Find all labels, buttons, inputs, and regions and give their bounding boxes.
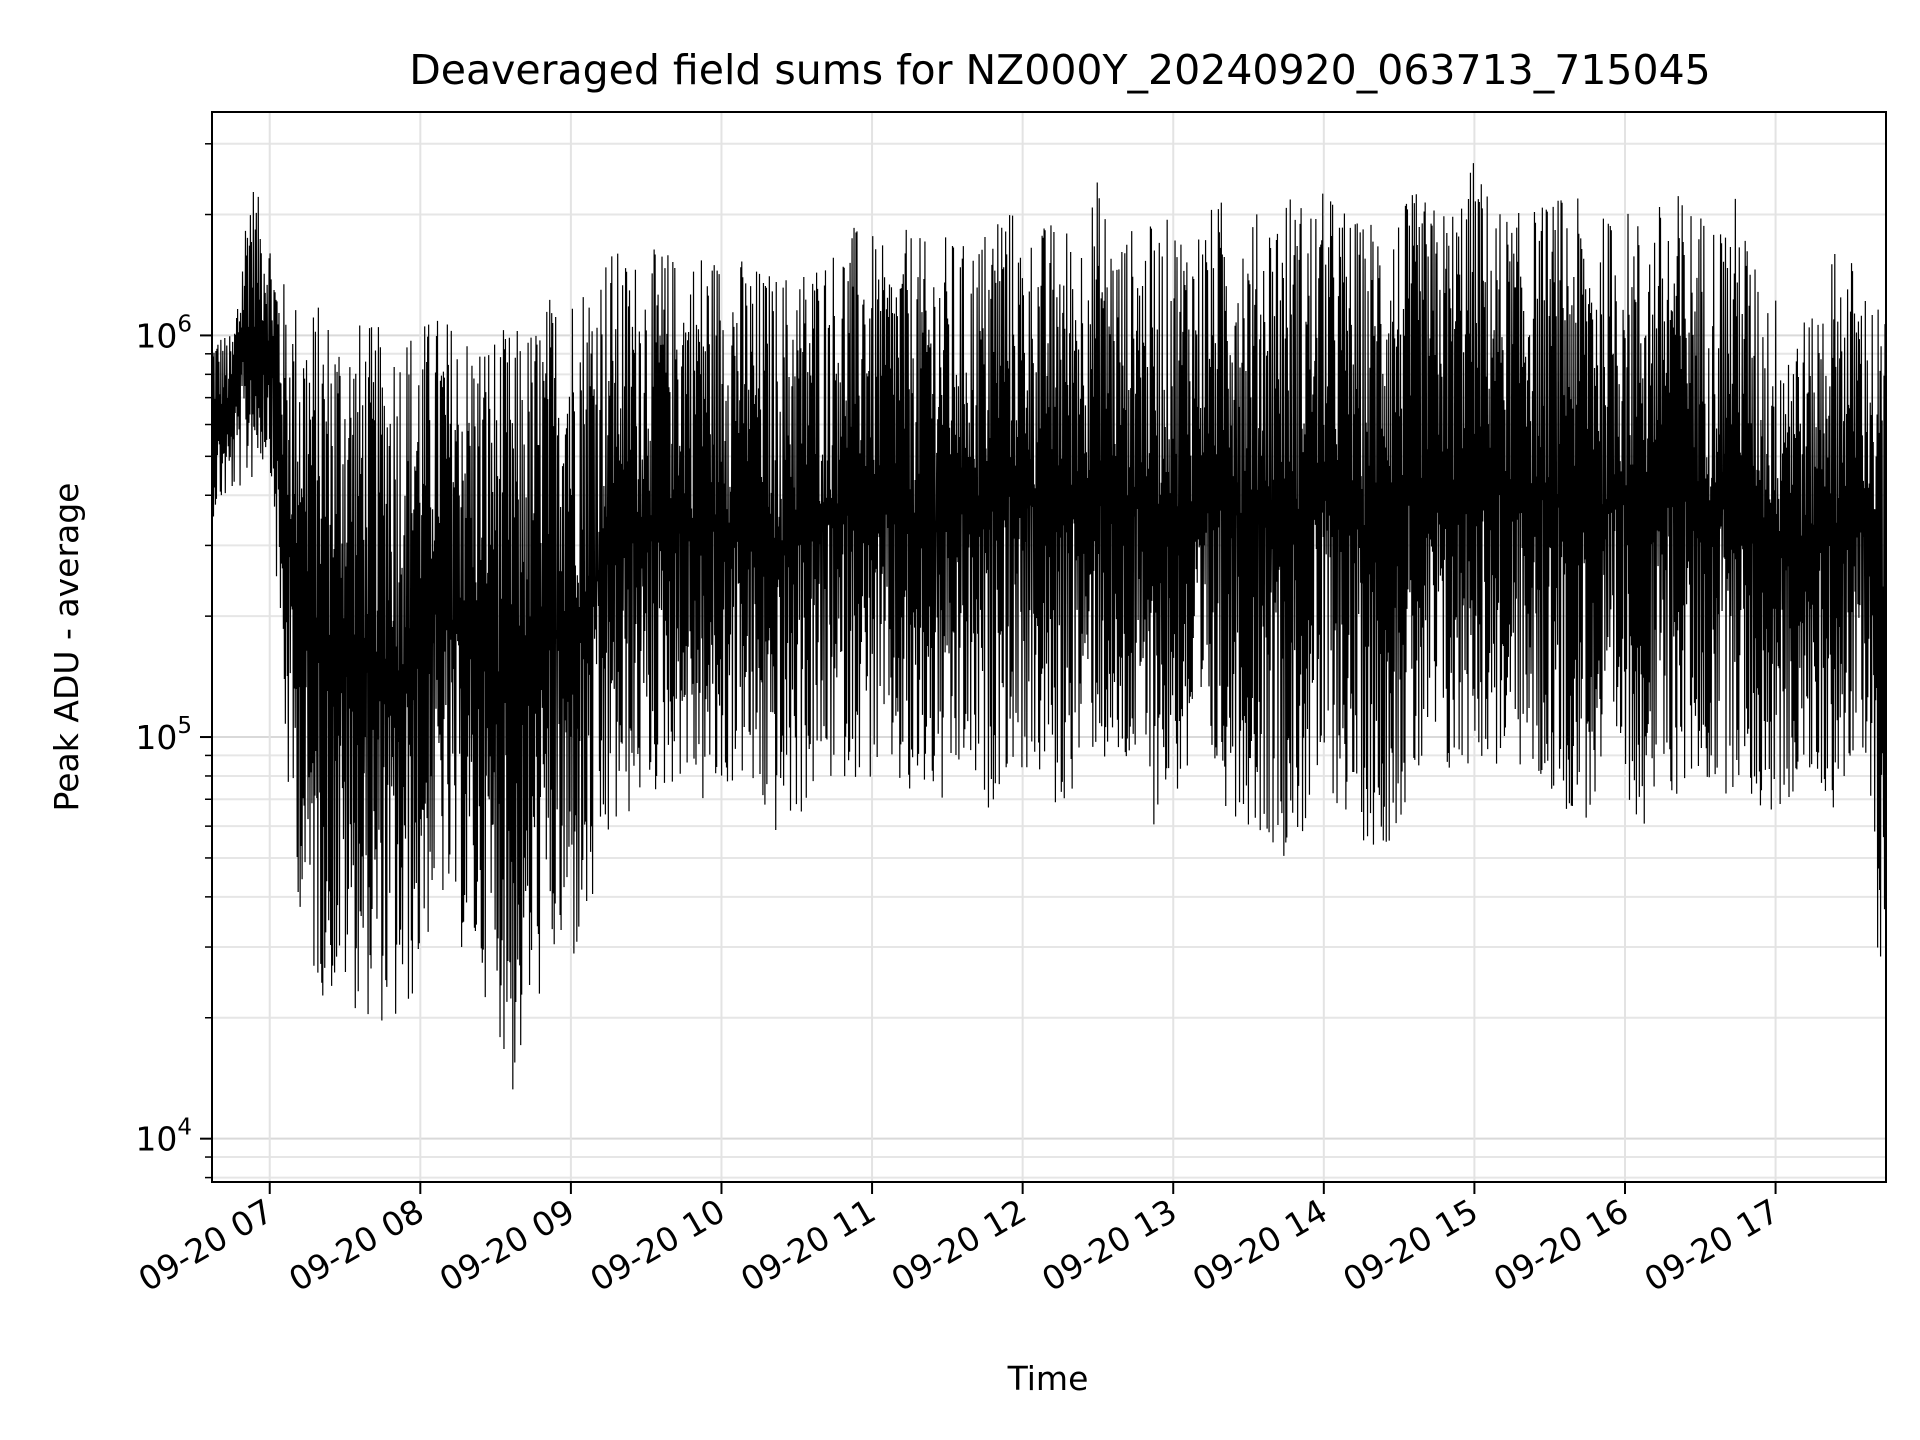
series-path: [211, 163, 1887, 1090]
series-line: [211, 163, 1887, 1090]
chart-title: Deaveraged field sums for NZ000Y_2024092…: [409, 46, 1711, 94]
plot-frame: [211, 111, 1887, 1183]
y-tick-exponent: 4: [177, 1115, 192, 1141]
y-tick-exponent: 6: [177, 311, 192, 337]
x-axis-label: Time: [1007, 1359, 1089, 1398]
y-tick-exponent: 5: [177, 713, 192, 739]
y-axis-label: Peak ADU - average: [47, 483, 86, 812]
